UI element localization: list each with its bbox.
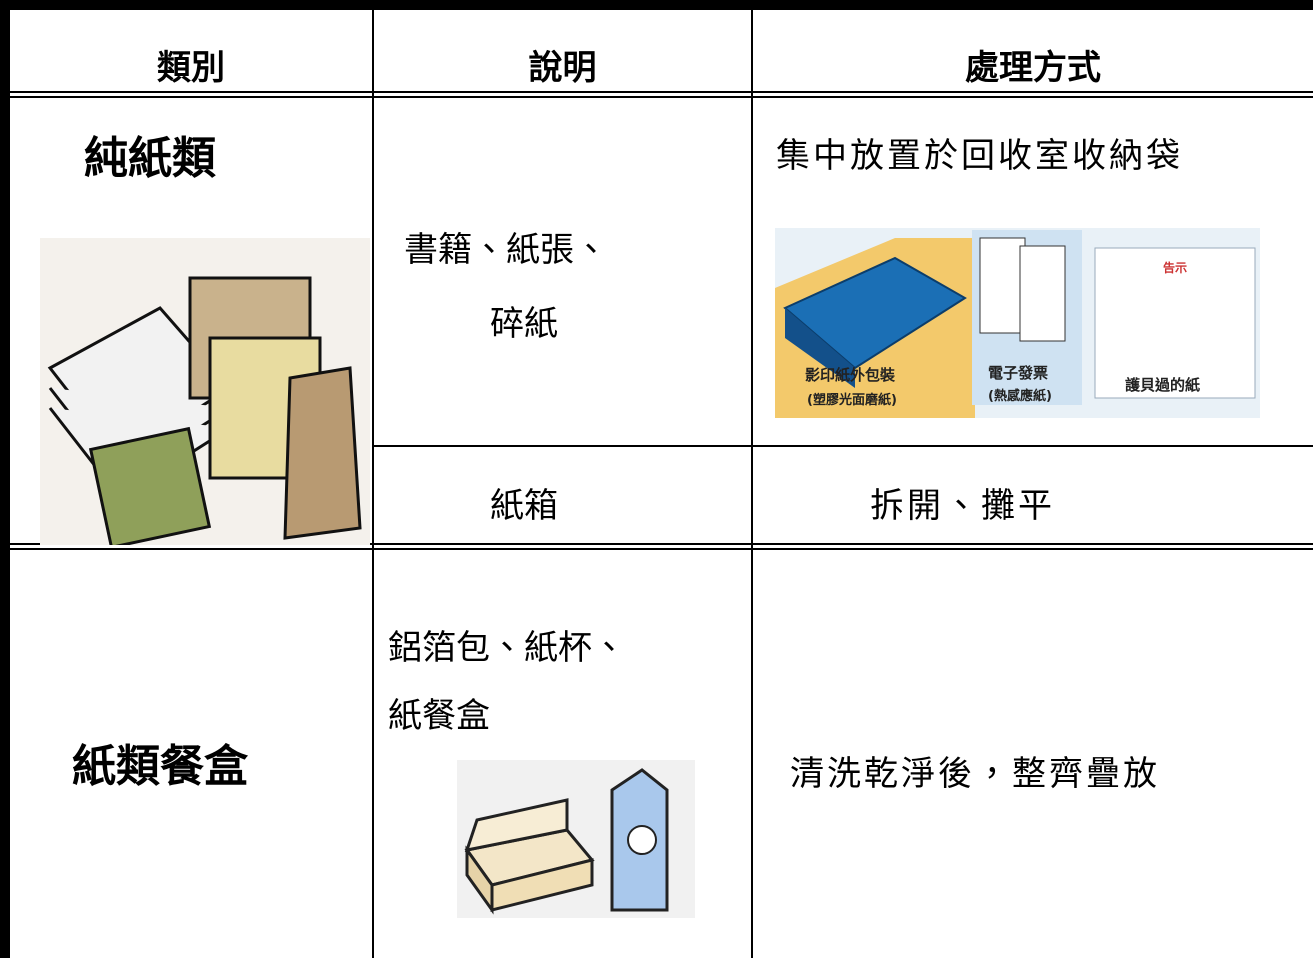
image-label: 影印紙外包裝: [805, 366, 896, 384]
description: 碎紙: [490, 304, 558, 344]
column-rule: [751, 10, 753, 958]
row-rule: [373, 445, 1313, 447]
header-cell: 處理方式: [965, 48, 1101, 88]
row-rule: [10, 543, 1313, 545]
paper-examples-image: 影印紙外包裝 (塑膠光面磨紙) 電子發票 (熱感應紙) 告示 護貝過的紙: [775, 228, 1260, 418]
category: 純紙類: [84, 133, 216, 184]
category: 紙類餐盒: [72, 741, 248, 792]
header-cell: 類別: [157, 48, 225, 88]
description: 書籍、紙張、: [404, 230, 608, 270]
column-rule: [372, 10, 374, 958]
image-label: (塑膠光面磨紙): [807, 392, 897, 408]
image-label: 告示: [1163, 260, 1187, 275]
description: 紙箱: [490, 486, 558, 526]
header-cell: 說明: [528, 48, 597, 88]
header-rule: [10, 91, 1313, 93]
paper-illustration: [40, 238, 370, 545]
handling: 拆開、攤平: [870, 486, 1055, 526]
image-label: 護貝過的紙: [1125, 376, 1200, 394]
handling: 集中放置於回收室收納袋: [776, 136, 1183, 176]
header-rule: [10, 96, 1313, 98]
description: 鋁箔包、紙杯、: [388, 628, 626, 668]
handling: 清洗乾淨後，整齊疊放: [790, 754, 1160, 794]
image-label: 電子發票: [988, 364, 1048, 382]
image-label: (熱感應紙): [988, 388, 1052, 404]
left-border: [0, 0, 10, 958]
carton-illustration: [457, 760, 695, 918]
top-border: [0, 0, 1313, 10]
description: 紙餐盒: [388, 696, 490, 736]
row-rule: [10, 548, 1313, 550]
